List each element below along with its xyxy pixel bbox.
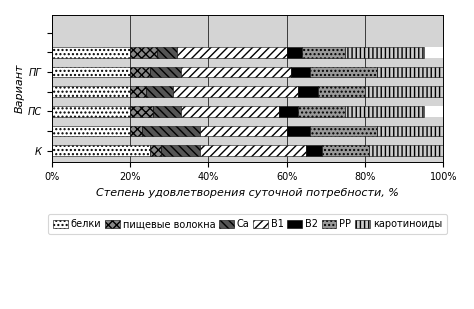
Bar: [146, 86, 173, 97]
Bar: [346, 47, 424, 58]
Bar: [287, 125, 310, 136]
X-axis label: Степень удовлетворения суточной потребности, %: Степень удовлетворения суточной потребно…: [96, 188, 399, 198]
Bar: [52, 125, 130, 136]
Bar: [52, 66, 130, 77]
Bar: [130, 106, 154, 117]
Bar: [52, 125, 443, 136]
Bar: [201, 125, 287, 136]
Bar: [299, 86, 318, 97]
Bar: [377, 66, 443, 77]
Bar: [302, 47, 346, 58]
Bar: [52, 106, 443, 117]
Bar: [52, 66, 443, 77]
Bar: [377, 125, 443, 136]
Bar: [52, 106, 130, 117]
Y-axis label: Вариант: Вариант: [15, 64, 25, 113]
Bar: [177, 47, 287, 58]
Bar: [322, 145, 369, 156]
Bar: [130, 47, 157, 58]
Bar: [181, 106, 279, 117]
Bar: [173, 86, 299, 97]
Bar: [287, 47, 302, 58]
Bar: [130, 125, 142, 136]
Bar: [310, 66, 377, 77]
Bar: [365, 86, 443, 97]
Bar: [52, 145, 150, 156]
Bar: [279, 106, 299, 117]
Bar: [154, 106, 181, 117]
Bar: [306, 145, 322, 156]
Bar: [291, 66, 310, 77]
Bar: [150, 145, 161, 156]
Bar: [150, 66, 181, 77]
Bar: [52, 145, 443, 156]
Bar: [52, 47, 443, 58]
Bar: [369, 145, 443, 156]
Bar: [318, 86, 365, 97]
Bar: [52, 47, 130, 58]
Bar: [142, 125, 201, 136]
Bar: [299, 106, 346, 117]
Bar: [310, 125, 377, 136]
Bar: [181, 66, 291, 77]
Bar: [130, 86, 146, 97]
Bar: [346, 106, 424, 117]
Bar: [130, 66, 150, 77]
Bar: [157, 47, 177, 58]
Bar: [201, 145, 306, 156]
Bar: [52, 86, 443, 97]
Bar: [161, 145, 201, 156]
Legend: белки, пищевые волокна, Ca, B1, B2, PP, каротиноиды: белки, пищевые волокна, Ca, B1, B2, PP, …: [48, 214, 447, 234]
Bar: [52, 86, 130, 97]
